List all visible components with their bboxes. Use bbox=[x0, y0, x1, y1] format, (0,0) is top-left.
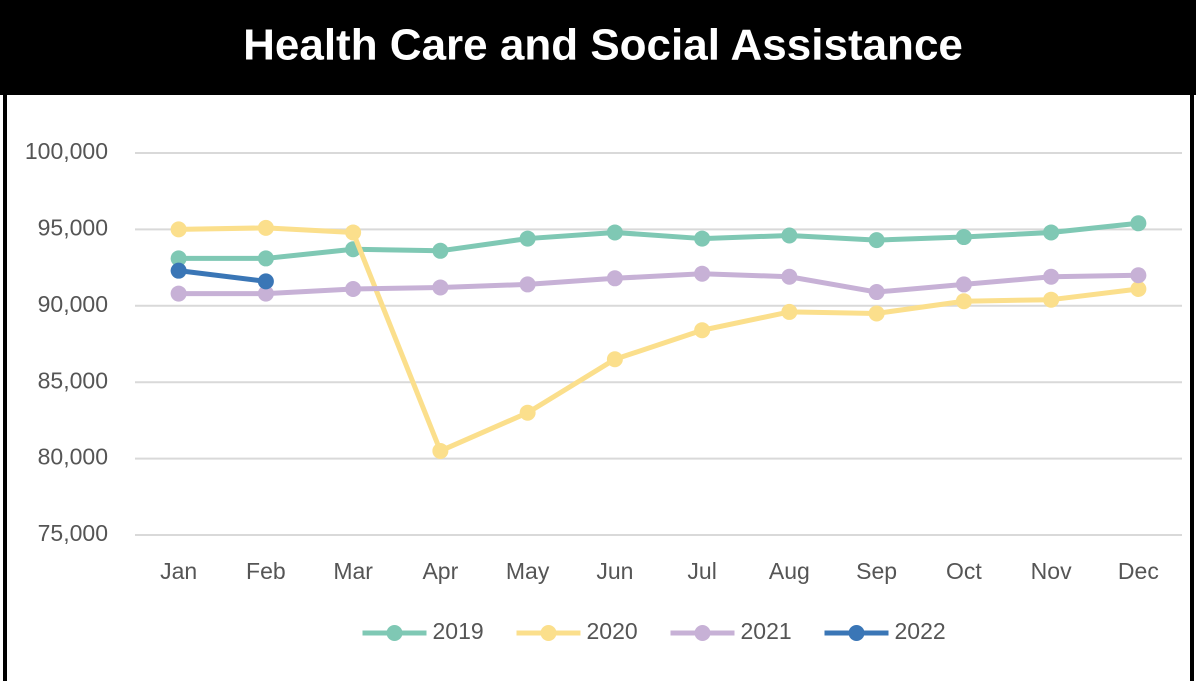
point bbox=[432, 243, 448, 259]
point bbox=[520, 405, 536, 421]
x-tick-label: Jun bbox=[596, 558, 633, 584]
point bbox=[694, 231, 710, 247]
x-tick-label: May bbox=[506, 558, 550, 584]
chart-title: Health Care and Social Assistance bbox=[243, 21, 963, 70]
legend-label: 2022 bbox=[895, 618, 946, 644]
point bbox=[869, 305, 885, 321]
point bbox=[607, 351, 623, 367]
point bbox=[432, 279, 448, 295]
point bbox=[1130, 281, 1146, 297]
point bbox=[694, 322, 710, 338]
point bbox=[345, 224, 361, 240]
point bbox=[781, 304, 797, 320]
point bbox=[781, 228, 797, 244]
x-tick-label: Dec bbox=[1118, 558, 1159, 584]
y-tick-label: 90,000 bbox=[38, 291, 108, 317]
legend-label: 2020 bbox=[587, 618, 638, 644]
point bbox=[1130, 267, 1146, 283]
point bbox=[1043, 224, 1059, 240]
point bbox=[520, 231, 536, 247]
point bbox=[171, 221, 187, 237]
point bbox=[694, 266, 710, 282]
point bbox=[956, 229, 972, 245]
series-line bbox=[179, 228, 1139, 451]
point bbox=[258, 273, 274, 289]
legend-marker bbox=[695, 625, 711, 641]
point bbox=[607, 270, 623, 286]
point bbox=[432, 443, 448, 459]
x-tick-label: Jul bbox=[687, 558, 716, 584]
x-tick-label: Nov bbox=[1031, 558, 1072, 584]
y-tick-label: 75,000 bbox=[38, 520, 108, 546]
point bbox=[258, 250, 274, 266]
point bbox=[869, 232, 885, 248]
x-tick-label: Oct bbox=[946, 558, 982, 584]
x-tick-label: Apr bbox=[422, 558, 458, 584]
legend-marker bbox=[387, 625, 403, 641]
legend-label: 2019 bbox=[433, 618, 484, 644]
point bbox=[345, 281, 361, 297]
y-tick-label: 80,000 bbox=[38, 444, 108, 470]
point bbox=[956, 276, 972, 292]
point bbox=[1130, 215, 1146, 231]
x-tick-label: Sep bbox=[856, 558, 897, 584]
x-tick-label: Mar bbox=[333, 558, 373, 584]
point bbox=[869, 284, 885, 300]
y-tick-label: 85,000 bbox=[38, 367, 108, 393]
point bbox=[520, 276, 536, 292]
point bbox=[781, 269, 797, 285]
point bbox=[258, 220, 274, 236]
y-tick-label: 100,000 bbox=[25, 138, 108, 164]
series-line bbox=[179, 274, 1139, 294]
point bbox=[171, 263, 187, 279]
x-tick-label: Feb bbox=[246, 558, 286, 584]
legend-marker bbox=[541, 625, 557, 641]
point bbox=[171, 286, 187, 302]
point bbox=[1043, 269, 1059, 285]
point bbox=[1043, 292, 1059, 308]
legend-label: 2021 bbox=[741, 618, 792, 644]
legend-marker bbox=[849, 625, 865, 641]
x-tick-label: Aug bbox=[769, 558, 810, 584]
series-line bbox=[179, 271, 266, 282]
y-tick-label: 95,000 bbox=[38, 214, 108, 240]
x-tick-label: Jan bbox=[160, 558, 197, 584]
point bbox=[956, 293, 972, 309]
point bbox=[607, 224, 623, 240]
